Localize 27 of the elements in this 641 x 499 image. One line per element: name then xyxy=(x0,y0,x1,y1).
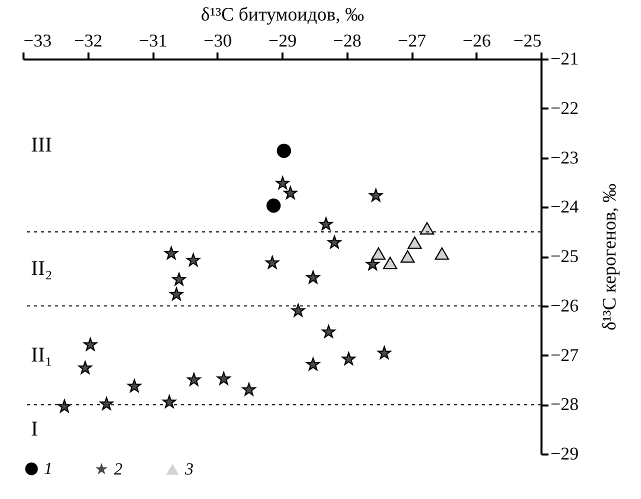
x-tick-label: −30 xyxy=(204,30,232,50)
y-tick-label: −27 xyxy=(550,344,579,365)
y-tick-label: −23 xyxy=(550,147,579,168)
y-tick-label: −25 xyxy=(550,246,579,266)
y-tick-label: −24 xyxy=(550,196,579,217)
y-tick-label: −26 xyxy=(550,295,579,316)
y-tick-label: −21 xyxy=(550,48,579,68)
legend-label: 2 xyxy=(114,459,123,478)
x-tick-label: −32 xyxy=(74,30,102,50)
x-tick-label: −31 xyxy=(138,30,168,50)
annotation: I xyxy=(31,416,38,440)
y-axis-title: δ¹³C керогенов, ‰ xyxy=(600,183,620,331)
y-tick-label: −28 xyxy=(550,394,579,414)
x-tick-label: −27 xyxy=(398,30,426,50)
legend-label: 3 xyxy=(184,459,194,478)
x-tick-label: −29 xyxy=(268,30,297,50)
annotation: II₁ xyxy=(31,342,52,366)
y-tick-label: −22 xyxy=(550,98,579,118)
x-tick-label: −26 xyxy=(462,30,491,50)
x-tick-label: −33 xyxy=(24,30,52,50)
y-tick-label: −29 xyxy=(550,444,579,464)
annotation: II₂ xyxy=(31,256,52,280)
x-tick-label: −28 xyxy=(333,30,362,50)
annotation: III xyxy=(31,132,52,156)
legend-label: 1 xyxy=(44,458,52,478)
x-axis-title: δ¹³C битумоидов, ‰ xyxy=(200,4,364,26)
x-tick-label: −25 xyxy=(513,30,542,50)
